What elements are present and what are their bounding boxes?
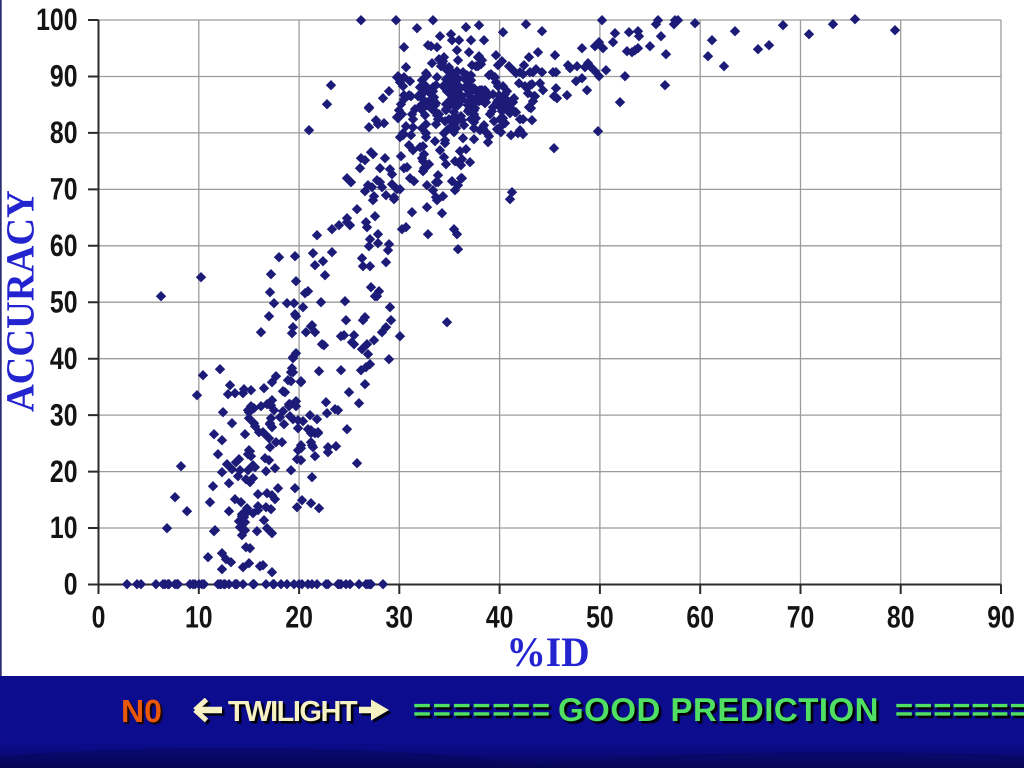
svg-text:50: 50 xyxy=(586,600,614,635)
svg-text:0: 0 xyxy=(92,600,106,635)
svg-text:80: 80 xyxy=(887,600,915,635)
svg-text:30: 30 xyxy=(50,397,78,432)
svg-text:70: 70 xyxy=(787,600,815,635)
svg-text:80: 80 xyxy=(50,115,78,150)
svg-text:60: 60 xyxy=(686,600,714,635)
svg-text:100: 100 xyxy=(36,2,77,37)
svg-text:20: 20 xyxy=(285,600,313,635)
svg-text:20: 20 xyxy=(50,454,78,489)
svg-text:10: 10 xyxy=(185,600,213,635)
svg-text:30: 30 xyxy=(386,600,414,635)
svg-text:50: 50 xyxy=(50,284,78,319)
svg-text:60: 60 xyxy=(50,228,78,263)
svg-text:90: 90 xyxy=(987,600,1015,635)
svg-text:40: 40 xyxy=(50,341,78,376)
svg-text:70: 70 xyxy=(50,172,78,207)
svg-text:10: 10 xyxy=(50,510,78,545)
svg-text:0: 0 xyxy=(64,567,78,602)
svg-text:90: 90 xyxy=(50,59,78,94)
svg-text:40: 40 xyxy=(486,600,514,635)
